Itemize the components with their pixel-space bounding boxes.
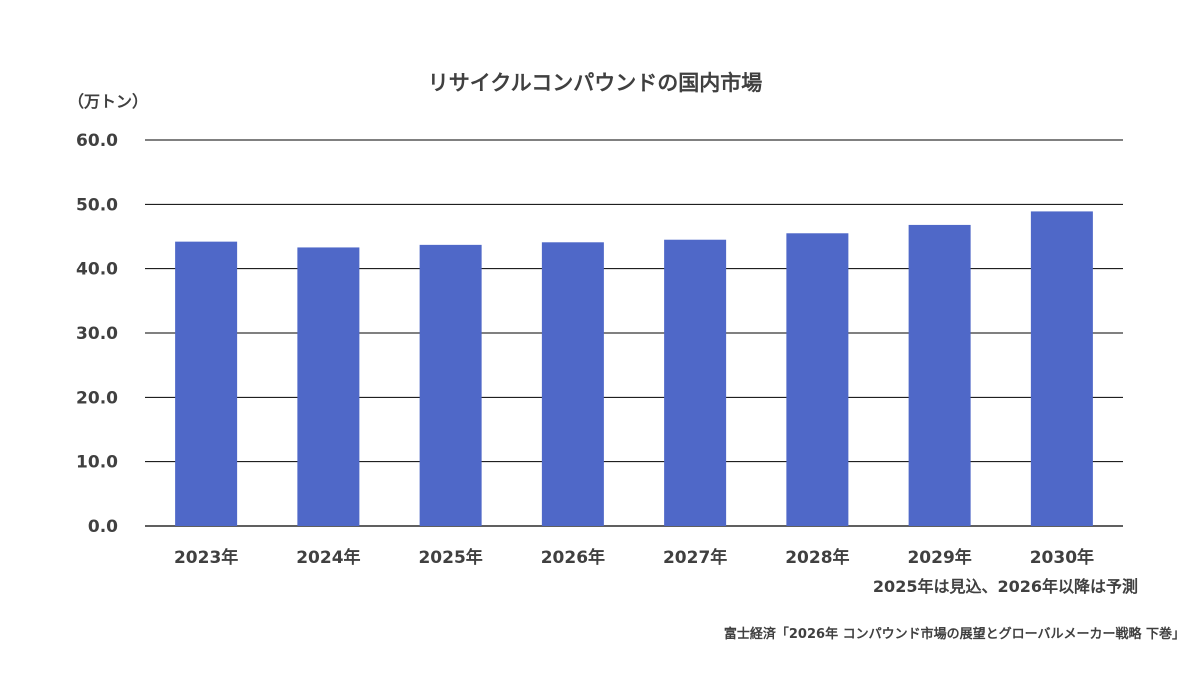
y-tick-label: 40.0 bbox=[76, 260, 118, 280]
bar bbox=[786, 233, 849, 527]
x-category-label: 2027年 bbox=[663, 547, 727, 568]
bars bbox=[175, 211, 1093, 527]
y-tick-label: 60.0 bbox=[76, 131, 118, 151]
x-category-label: 2028年 bbox=[785, 547, 849, 568]
bar bbox=[419, 244, 482, 526]
bar bbox=[1030, 211, 1093, 526]
x-category-label: 2029年 bbox=[907, 547, 971, 568]
x-category-label: 2026年 bbox=[541, 547, 605, 568]
x-category-label: 2024年 bbox=[296, 547, 360, 568]
bar bbox=[664, 239, 727, 526]
gridlines bbox=[145, 139, 1123, 527]
source-citation: 富士経済「2026年 コンパウンド市場の展望とグローバルメーカー戦略 下巻」 bbox=[724, 626, 1185, 642]
y-tick-label: 10.0 bbox=[76, 453, 118, 473]
bar bbox=[908, 224, 971, 527]
bar bbox=[297, 247, 360, 527]
y-tick-label: 0.0 bbox=[88, 517, 118, 537]
bar bbox=[541, 242, 604, 527]
y-axis-ticks: 0.0 10.0 20.0 30.0 40.0 50.0 60.0 bbox=[76, 131, 118, 537]
y-tick-label: 20.0 bbox=[76, 388, 118, 408]
y-tick-label: 50.0 bbox=[76, 195, 118, 215]
forecast-note: 2025年は見込、2026年以降は予測 bbox=[873, 577, 1138, 596]
x-category-label: 2023年 bbox=[174, 547, 238, 568]
x-category-label: 2025年 bbox=[418, 547, 482, 568]
y-tick-label: 30.0 bbox=[76, 324, 118, 344]
bar bbox=[175, 241, 238, 526]
y-axis-unit-label: （万トン） bbox=[68, 92, 148, 111]
x-category-label: 2030年 bbox=[1030, 547, 1094, 568]
x-axis-categories: 2023年 2024年 2025年 2026年 2027年 2028年 2029年 2030年 bbox=[174, 547, 1094, 568]
chart-title: リサイクルコンパウンドの国内市場 bbox=[428, 71, 763, 95]
